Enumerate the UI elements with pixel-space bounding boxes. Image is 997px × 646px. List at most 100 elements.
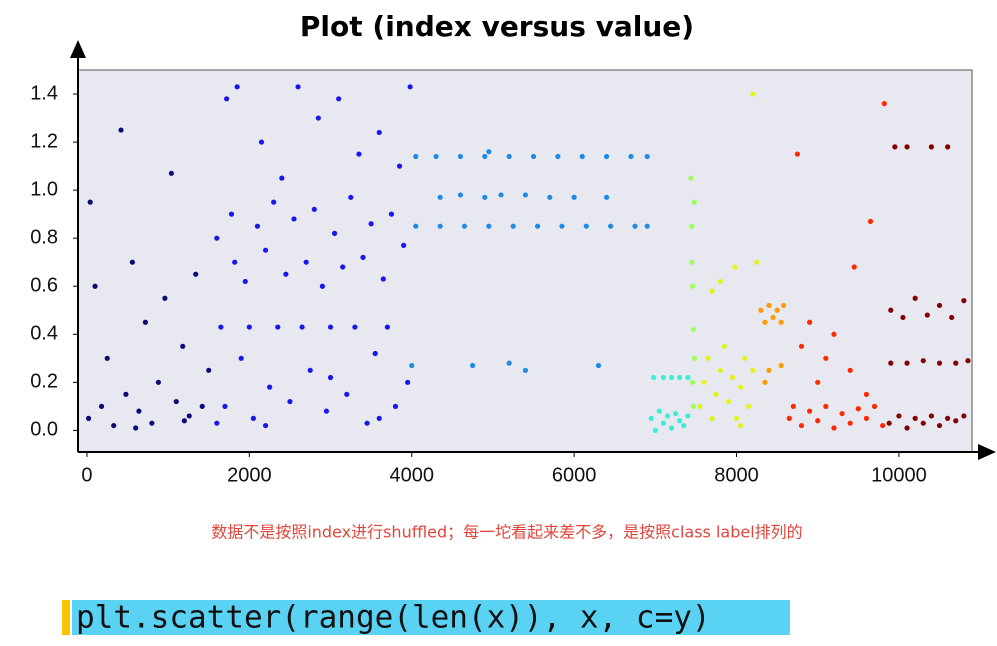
point [644,153,650,160]
x-tick-label: 0 [81,464,92,486]
point [681,422,687,429]
y-tick-label: 1.0 [30,178,58,200]
point [953,418,959,424]
point [709,288,715,294]
plot-area [77,69,973,453]
y-tick-label: 1.4 [30,82,58,104]
point [352,324,358,330]
point [961,413,967,419]
point [344,391,350,397]
point [111,422,117,429]
point [133,425,139,431]
point [632,223,638,229]
point [262,422,269,429]
point [961,298,967,304]
point [758,307,764,313]
point [376,129,382,136]
point [762,379,768,385]
point [750,91,756,97]
point [409,362,415,369]
point [457,153,464,160]
point [396,163,403,169]
point [222,403,228,409]
point [547,194,553,200]
point [928,413,935,419]
point [559,223,565,229]
point [709,415,715,421]
point [945,144,951,150]
point [668,374,675,381]
point [522,367,529,373]
point [401,242,407,248]
y-tick-label: 0.4 [30,323,58,345]
point [149,420,155,426]
point [295,84,301,90]
point [181,418,187,424]
point [323,408,330,414]
point [685,374,691,381]
point [136,408,142,414]
point [267,384,273,390]
point [920,358,926,364]
point [534,223,541,229]
point [807,408,813,414]
point [628,153,634,160]
point [348,194,354,200]
point [407,84,413,90]
point [790,403,796,409]
point [275,324,281,330]
point [250,415,256,421]
point [778,319,784,325]
point [405,379,411,385]
point [380,276,386,282]
point [717,367,723,373]
point [214,235,220,241]
point [384,324,390,330]
point [904,425,910,431]
point [228,211,235,217]
point [737,422,744,429]
point [924,312,930,318]
point [413,223,419,229]
point [336,96,342,102]
point [936,360,943,366]
y-tick-label: 0.2 [30,371,58,393]
point [291,216,297,222]
code-highlight [72,600,790,635]
point [668,425,675,431]
point [774,307,780,313]
point [690,379,696,385]
point [831,425,837,431]
plot [85,84,971,433]
point [303,259,309,265]
point [92,283,98,289]
point [904,360,910,366]
point [691,199,697,205]
point [283,271,289,277]
point [258,139,265,145]
x-tick-label: 2000 [227,464,272,486]
point [732,264,738,270]
point [555,153,561,160]
point [823,355,829,361]
point [482,194,488,200]
point [486,223,492,229]
point [652,427,658,433]
point [705,355,711,361]
point [498,192,504,198]
point [85,415,92,421]
point [945,415,951,421]
point [470,362,476,369]
point [579,153,585,160]
point [656,408,662,414]
point [360,254,366,260]
point [717,278,723,285]
point [571,194,577,200]
point [98,403,105,409]
point [831,331,837,337]
point [262,247,269,253]
point [786,415,792,421]
point [725,398,732,405]
point [691,355,697,361]
